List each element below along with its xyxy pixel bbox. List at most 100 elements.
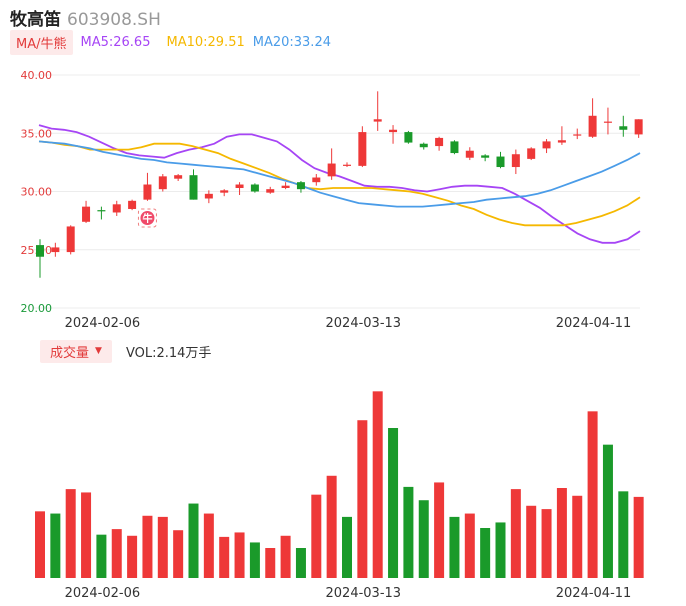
volume-bar [495,522,506,578]
volume-bar [35,511,45,578]
candle-body [634,119,643,135]
volume-bar [388,428,399,578]
candle-body [281,185,290,189]
candle-body [51,247,60,253]
candle-body [312,177,321,183]
ma10-label: MA10:29.51 [166,34,245,50]
candle-body [465,150,474,158]
candle-body [404,132,413,143]
volume-bar [618,491,629,578]
stock-code: 603908.SH [67,10,161,30]
candle-body [296,182,305,190]
price-axis-label: 20.00 [21,302,53,315]
candle-body [266,189,275,193]
price-axis-label: 30.00 [21,186,53,199]
ma20-label: MA20:33.24 [252,34,331,50]
volume-bar [203,513,214,578]
volume-bar [65,489,76,578]
ma10-line [38,140,641,227]
volume-bar [372,391,383,578]
volume-bar [249,542,260,578]
candle-body [143,184,152,200]
candle-body [189,175,198,200]
volume-bar [111,529,122,578]
candle-body [603,121,612,123]
candle-body [373,119,382,122]
volume-bar [587,411,598,578]
volume-bar [142,515,153,578]
candle-body [174,175,183,179]
candle-body [358,132,367,166]
ma-indicator-button[interactable]: MA/牛熊 [10,29,73,55]
bull-signal-label: 牛 [142,212,152,225]
volume-bar [188,503,199,578]
candle-body [450,141,459,154]
candle-body [343,164,351,166]
candle-body [557,140,566,143]
candle-body [588,115,597,137]
candle-body [82,206,91,222]
candle-body [573,134,582,136]
volume-bar [633,496,644,578]
candle-body [66,226,75,253]
candle-body [481,155,490,158]
candle-body [419,143,428,148]
candle-body [204,193,213,199]
volume-bar [449,516,460,578]
volume-bar [556,488,567,578]
candle-body [435,137,444,147]
volume-bar [157,516,168,578]
candle-body [36,245,44,257]
ma5-line [38,124,641,244]
candle-body [250,184,259,192]
candle-body [112,204,121,213]
volume-bar [342,516,352,578]
stock-name: 牧高笛 [10,10,61,30]
volume-bar [50,513,61,578]
volume-bar [510,489,521,578]
volume-bar [295,548,306,578]
ma-legend: MA/牛熊 MA5:26.65 MA10:29.51 MA20:33.24 [10,29,331,55]
caret-down-icon: ▼ [95,346,102,356]
volume-bar [357,420,368,578]
volume-bar [265,548,276,578]
volume-bar [403,486,414,578]
candle-body [220,190,229,193]
volume-indicator-button[interactable]: 成交量 ▼ [40,339,112,363]
volume-bar [326,475,337,578]
volume-value: VOL:2.14万手 [125,345,212,361]
volume-bar [572,495,583,578]
volume-bar [418,500,429,578]
stock-header: 牧高笛 603908.SH [10,5,161,30]
candle-body [511,154,520,168]
volume-bar [234,532,245,578]
volume-bar [541,509,552,578]
candle-body [158,176,167,190]
volume-indicator-label: 成交量 [50,345,90,361]
candle-body [619,126,628,130]
volume-bar [480,528,491,578]
candle-body [97,210,106,212]
price-axis-label: 35.00 [21,127,53,140]
bull-signal-icon [140,211,155,225]
volume-bar [526,505,537,578]
candle-body [542,141,551,149]
price-date-label: 2024-04-11 [556,316,632,331]
volume-date-label: 2024-03-13 [326,586,402,601]
price-date-label: 2024-03-13 [326,316,402,331]
volume-bar [602,444,613,578]
candle-body [496,156,505,168]
volume-bar [280,535,291,578]
ma5-label: MA5:26.65 [80,34,151,50]
candle-body [527,148,536,159]
volume-date-label: 2024-02-06 [65,586,141,601]
volume-bar [127,535,138,578]
candle-body [327,163,336,177]
price-date-label: 2024-02-06 [65,316,141,331]
volume-bar [173,530,184,578]
volume-bar [96,534,107,578]
volume-bar [311,494,322,578]
volume-bar [434,482,445,578]
volume-bar [464,513,475,578]
